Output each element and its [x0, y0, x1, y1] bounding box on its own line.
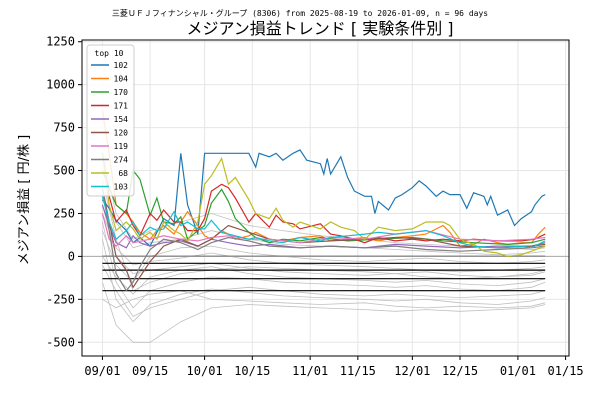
- series-line-68: [101, 153, 546, 258]
- y-tick-label: 250: [53, 206, 75, 220]
- y-tick-label: 1000: [46, 78, 75, 92]
- x-tick-label: 09/15: [132, 364, 168, 378]
- y-axis-label: メジアン損益 [ 円/株 ]: [17, 135, 32, 265]
- x-tick-label: 12/01: [394, 364, 430, 378]
- series-line-119: [101, 213, 546, 247]
- background-series-line: [102, 230, 546, 283]
- y-tick-label: -250: [46, 292, 75, 306]
- background-series-line: [102, 264, 546, 318]
- y-tick-label: 500: [53, 164, 75, 178]
- y-tick-label: 750: [53, 121, 75, 135]
- x-axis: 09/01 09/15 10/01 10/15 11/01 11/15 12/01 12/15…: [84, 356, 584, 378]
- black-lines: [82, 255, 569, 292]
- series-line-102: [101, 149, 546, 248]
- y-tick-label: -500: [46, 335, 75, 349]
- background-series-line: [102, 239, 546, 323]
- legend-label-103: 103: [114, 183, 129, 192]
- chart-title: メジアン損益トレンド [ 実験条件別 ]: [186, 19, 453, 38]
- legend-label-104: 104: [114, 75, 129, 84]
- x-tick-label: 12/15: [442, 364, 478, 378]
- background-series-line: [102, 290, 546, 309]
- x-tick-label: 11/15: [340, 364, 376, 378]
- y-tick-label: 0: [68, 249, 75, 263]
- legend: top 10 102 104 170 171 154 120 119 274 68 103: [86, 44, 135, 197]
- x-tick-label: 01/01: [500, 364, 536, 378]
- background-series-line: [102, 282, 546, 343]
- x-tick-label: 10/15: [234, 364, 270, 378]
- y-tick-label: 1250: [46, 35, 75, 49]
- series-line-274: [101, 187, 546, 292]
- y-axis-label-group: メジアン損益 [ 円/株 ]: [17, 135, 32, 265]
- x-tick-label: 01/15: [548, 364, 584, 378]
- legend-label-102: 102: [114, 61, 129, 70]
- background-lines: [102, 153, 546, 343]
- legend-label-154: 154: [114, 115, 129, 124]
- legend-label-120: 120: [114, 129, 129, 138]
- legend-label-68: 68: [118, 169, 128, 178]
- background-series-line: [102, 256, 546, 295]
- background-series-line: [102, 179, 546, 292]
- legend-label-119: 119: [114, 142, 129, 151]
- plot-frame: [81, 39, 570, 357]
- background-series-line: [102, 196, 546, 256]
- legend-label-171: 171: [114, 102, 129, 111]
- x-tick-label: 09/01: [84, 364, 120, 378]
- legend-title: top 10: [95, 49, 124, 58]
- top-series-lines: [101, 110, 546, 292]
- background-series-line: [102, 204, 546, 280]
- y-axis: -500 -250 0 250 500 750 1000 1250: [46, 35, 82, 349]
- series-line-103: [101, 196, 546, 249]
- x-tick-label: 10/01: [187, 364, 223, 378]
- chart-subtitle: 三菱ＵＦＪフィナンシャル・グループ (8306) from 2025-08-19…: [112, 8, 488, 18]
- legend-label-274: 274: [114, 156, 129, 165]
- legend-box: [86, 44, 135, 197]
- legend-label-170: 170: [114, 88, 129, 97]
- plot-area: [82, 40, 569, 356]
- x-tick-label: 11/01: [292, 364, 328, 378]
- background-series-line: [102, 221, 546, 309]
- series-line-120: [101, 187, 546, 289]
